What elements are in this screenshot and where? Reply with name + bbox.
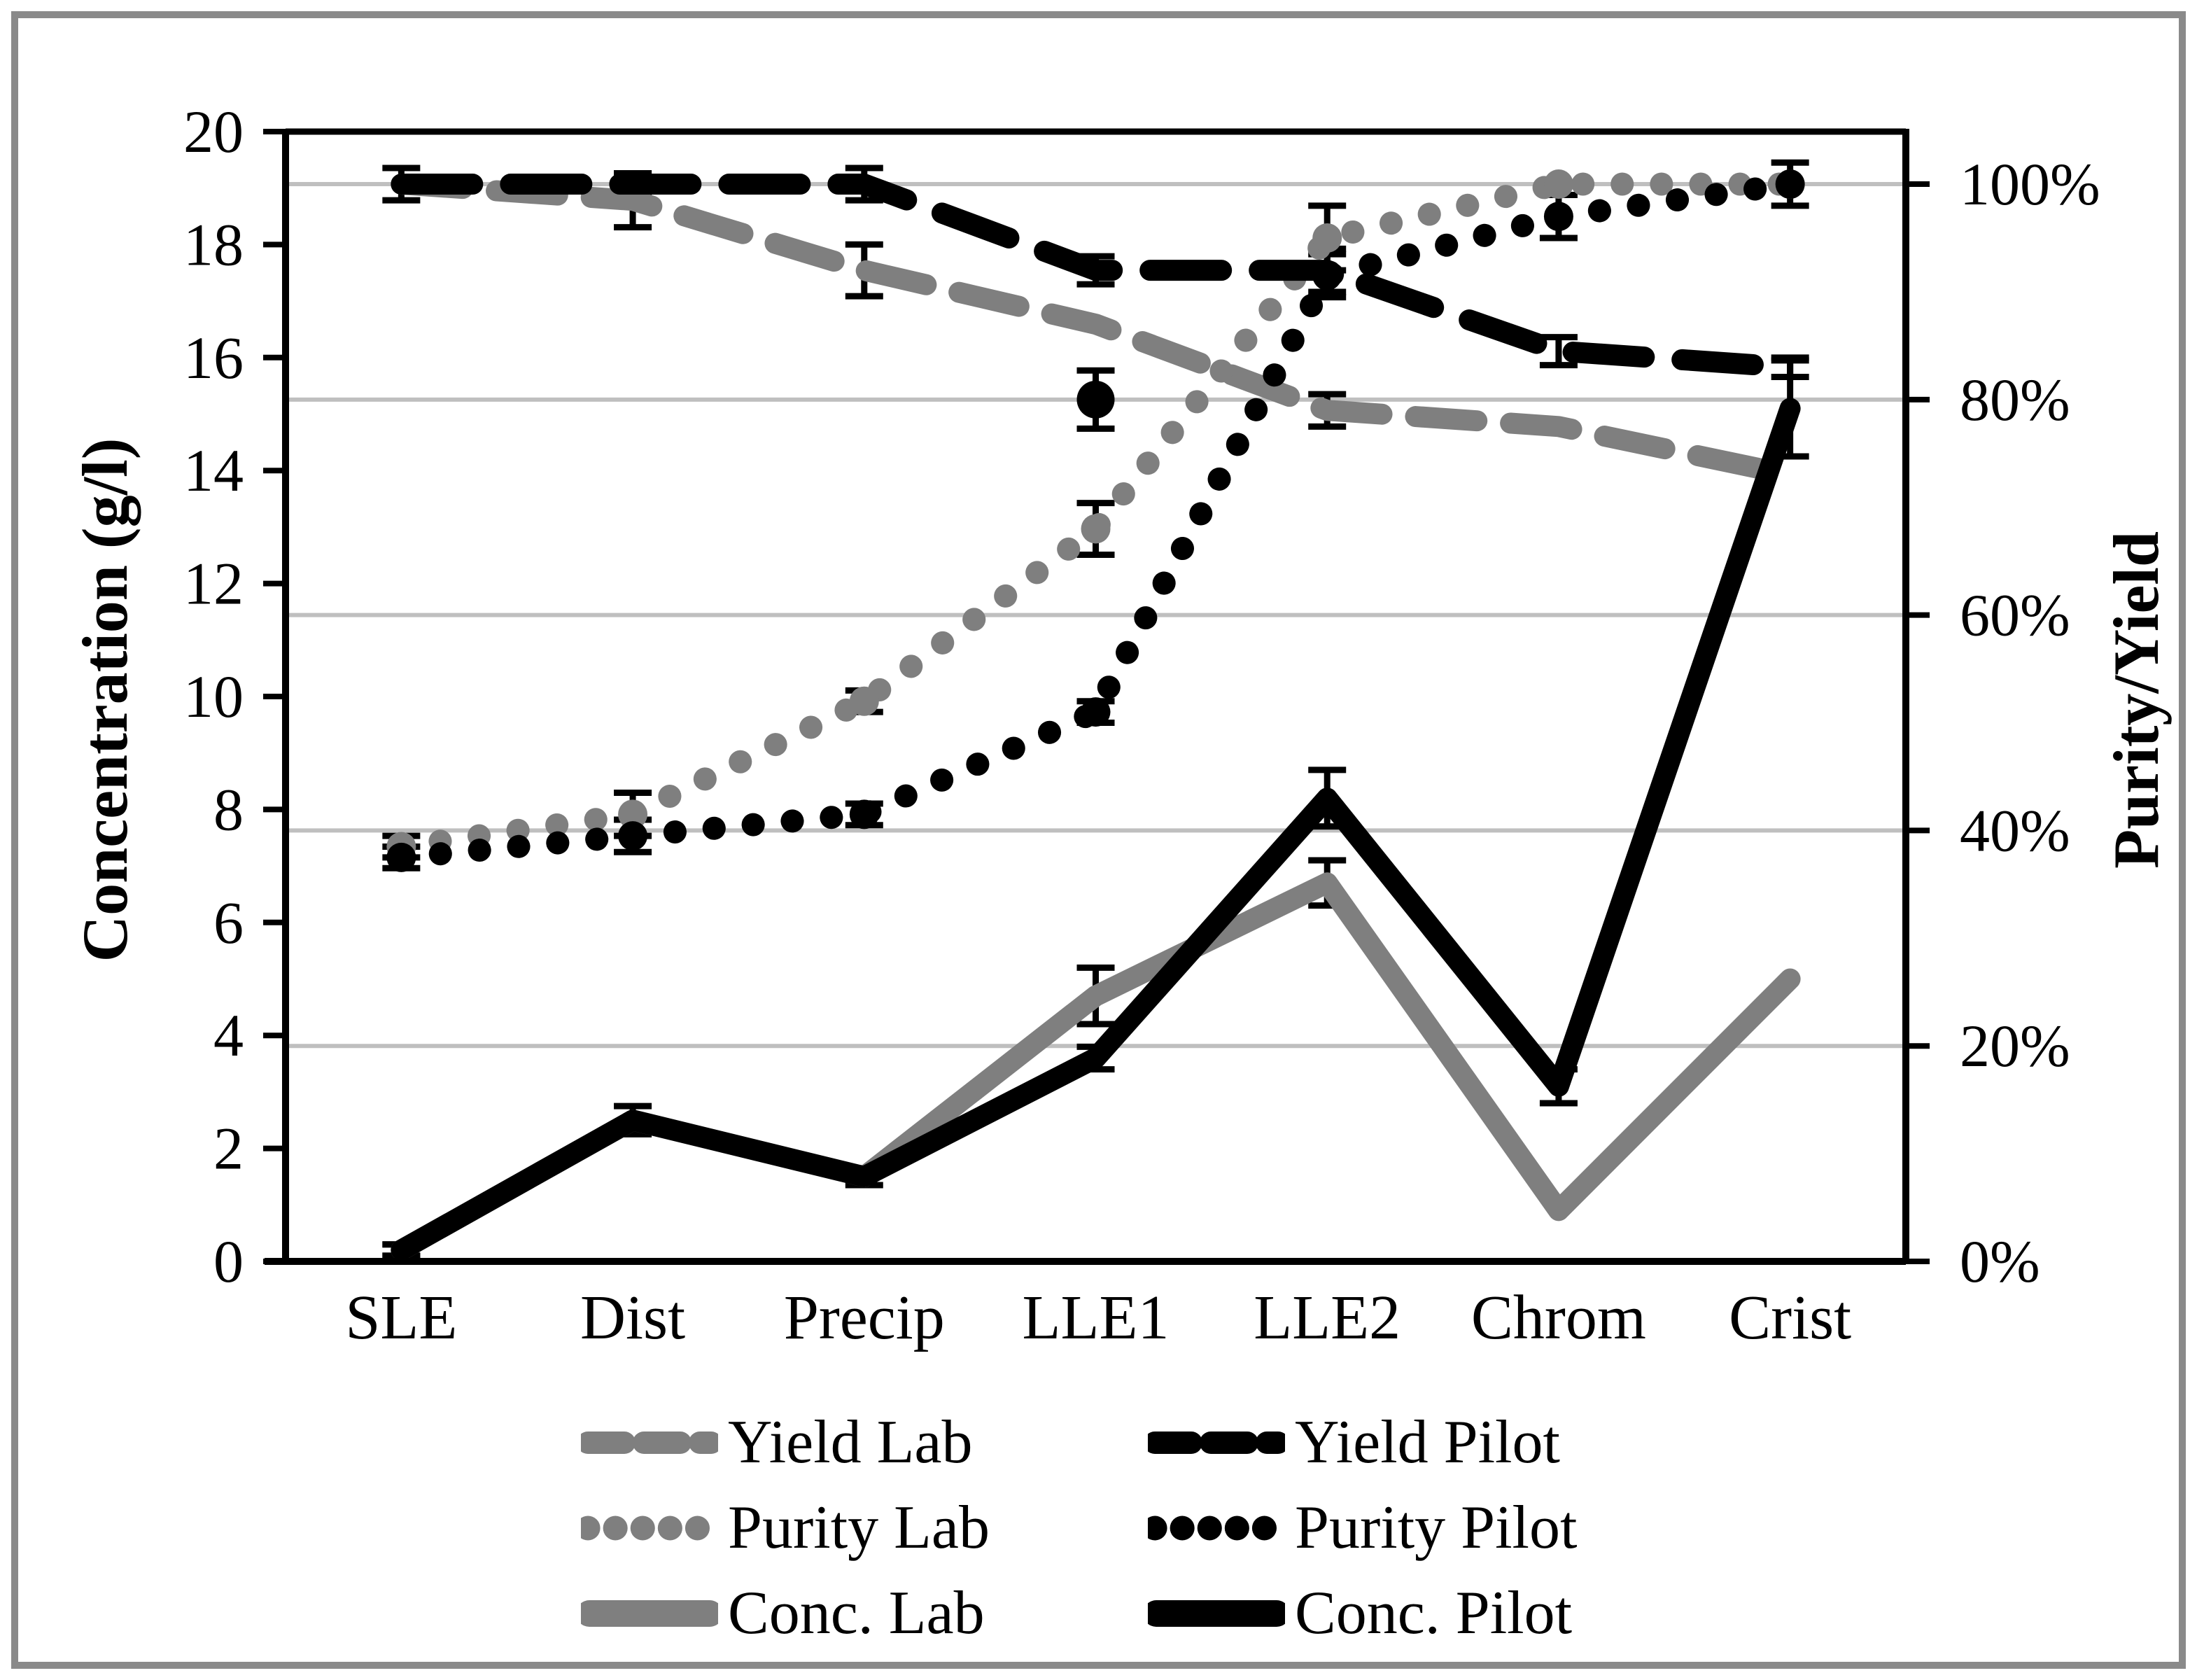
x-axis-label-lle2: LLE2 — [1254, 1283, 1401, 1352]
right-axis-tick-label-0: 0% — [1960, 1228, 2040, 1295]
left-axis-tick-label-12: 12 — [183, 550, 244, 617]
right-axis-tick-label-80: 80% — [1960, 366, 2070, 433]
x-axis-label-crist: Crist — [1729, 1283, 1851, 1352]
right-axis-tick-label-100: 100% — [1960, 150, 2100, 218]
left-axis-tick-label-4: 4 — [213, 1002, 244, 1069]
marker-purity-lab-precip — [849, 686, 879, 716]
legend: Yield Lab Purity Lab Conc. Lab Yield Pil… — [581, 1400, 1577, 1656]
x-axis-label-dist: Dist — [580, 1283, 685, 1352]
legend-label: Conc. Pilot — [1295, 1579, 1573, 1647]
x-axis-label-lle1: LLE1 — [1023, 1283, 1170, 1352]
right-axis-tick-label-20: 20% — [1960, 1012, 2070, 1079]
legend-label: Yield Lab — [728, 1408, 973, 1476]
left-axis-tick-label-20: 20 — [183, 98, 244, 165]
purity-lab-swatch-icon — [581, 1516, 718, 1541]
series-line-yield-lab — [391, 174, 1801, 486]
marker-purity-pilot-precip — [849, 799, 879, 830]
legend-label: Yield Pilot — [1295, 1408, 1560, 1476]
marker-purity-lab-lle2 — [1312, 223, 1342, 253]
figure-border — [11, 11, 2186, 1669]
legend-item-purity-lab: Purity Lab — [581, 1497, 1148, 1559]
conc-lab-swatch-icon — [581, 1600, 718, 1627]
marker-purity-pilot-chrom — [1543, 202, 1573, 232]
marker-purity-pilot-sle — [386, 842, 416, 872]
marker-purity-pilot-lle1 — [1081, 697, 1111, 727]
conc-pilot-swatch-icon — [1148, 1600, 1285, 1627]
left-axis-tick-label-18: 18 — [183, 211, 244, 278]
legend-label: Purity Lab — [728, 1494, 990, 1562]
left-axis-tick-label-16: 16 — [183, 324, 244, 391]
marker-purity-pilot-dist — [618, 821, 648, 851]
marker-purity-pilot-lle2 — [1312, 260, 1342, 290]
legend-label: Conc. Lab — [728, 1579, 985, 1647]
left-axis-tick-label-14: 14 — [183, 437, 244, 504]
left-axis-tick-label-6: 6 — [213, 889, 244, 956]
left-axis-tick-label-2: 2 — [213, 1115, 244, 1182]
marker-purity-pilot-crist — [1775, 169, 1805, 200]
legend-item-conc-pilot: Conc. Pilot — [1148, 1583, 1577, 1644]
legend-item-yield-lab: Yield Lab — [581, 1412, 1148, 1474]
x-axis-label-precip: Precip — [784, 1283, 945, 1352]
yield-pilot-swatch-icon — [1148, 1432, 1285, 1454]
left-axis-tick-label-10: 10 — [183, 663, 244, 730]
marker-purity-lab-chrom — [1543, 169, 1573, 200]
left-axis-title: Concentration (g/l) — [69, 438, 141, 962]
series-line-yield-pilot — [391, 174, 1801, 378]
left-axis-tick-label-0: 0 — [213, 1228, 244, 1295]
legend-item-purity-pilot: Purity Pilot — [1148, 1497, 1577, 1559]
purity-pilot-swatch-icon — [1148, 1516, 1285, 1541]
x-axis-label-sle: SLE — [345, 1283, 457, 1352]
right-axis-title: Purity/Yield — [2100, 531, 2172, 869]
left-axis-tick-label-8: 8 — [213, 776, 244, 843]
marker-purity-lab-dist — [618, 799, 648, 830]
legend-item-yield-pilot: Yield Pilot — [1148, 1412, 1577, 1474]
right-axis-tick-label-40: 40% — [1960, 797, 2070, 864]
marker-isolated-point — [1076, 380, 1115, 419]
marker-purity-lab-lle1 — [1081, 514, 1111, 544]
right-axis-tick-label-60: 60% — [1960, 582, 2070, 649]
legend-label: Purity Pilot — [1295, 1494, 1578, 1562]
yield-lab-swatch-icon — [581, 1432, 718, 1454]
x-axis-label-chrom: Chrom — [1471, 1283, 1646, 1352]
series-line-conc-pilot — [391, 398, 1801, 1261]
legend-item-conc-lab: Conc. Lab — [581, 1583, 1148, 1644]
